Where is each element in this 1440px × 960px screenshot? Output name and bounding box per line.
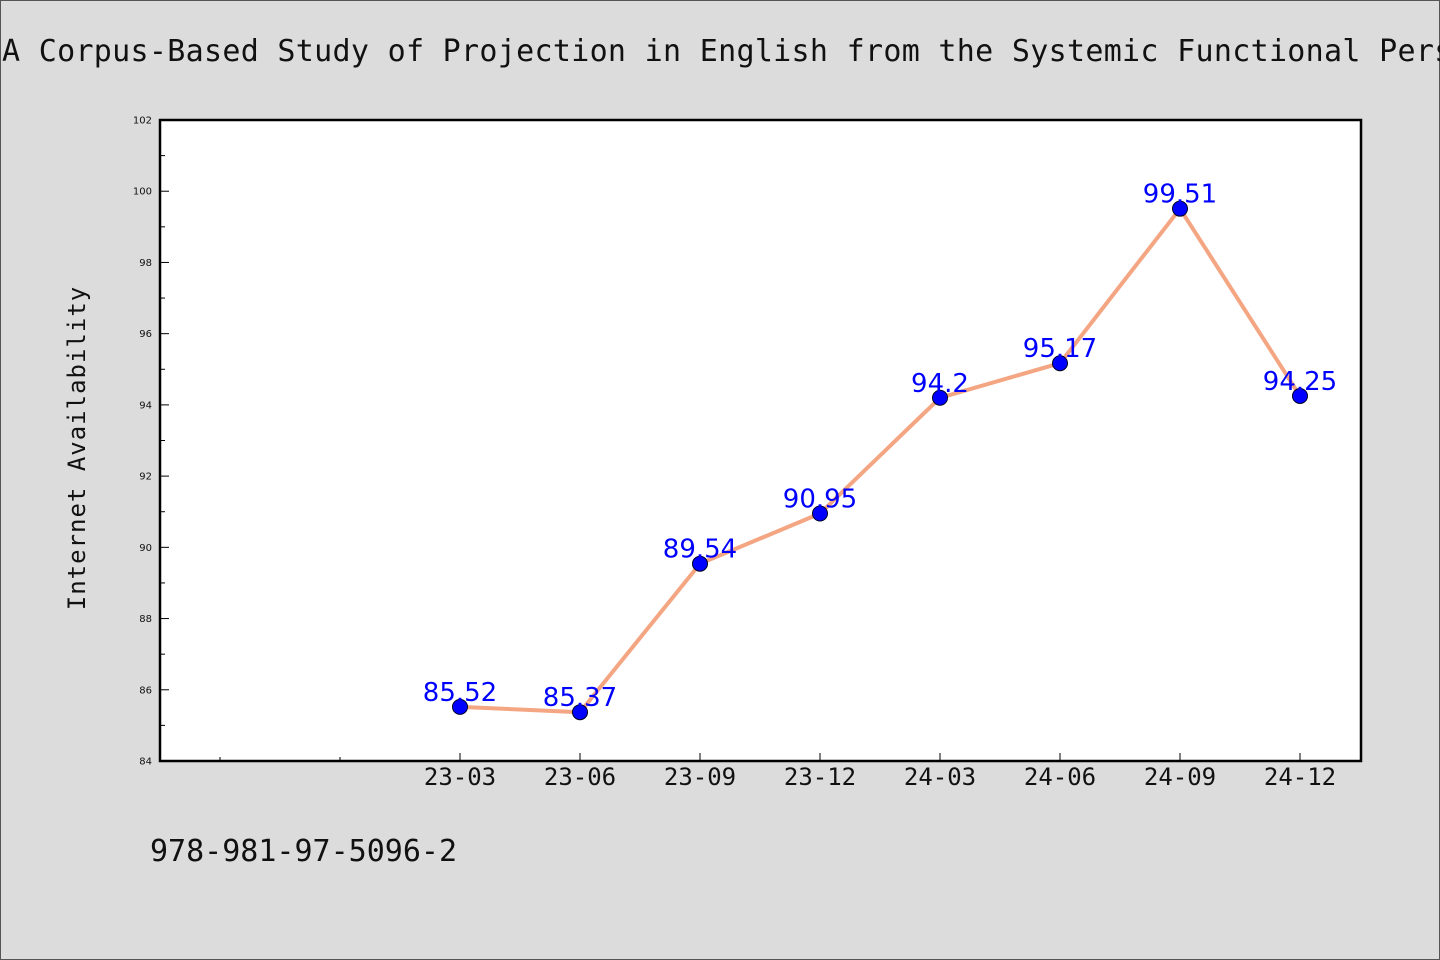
y-tick-label: 100 <box>133 187 152 198</box>
data-label: 94.2 <box>911 369 969 399</box>
data-label: 94.25 <box>1263 367 1337 397</box>
series-line <box>459 206 1302 715</box>
data-label: 99.51 <box>1143 180 1217 210</box>
y-tick-label: 92 <box>139 472 152 483</box>
y-tick-label: 94 <box>139 400 152 411</box>
y-tick-label: 96 <box>139 329 152 340</box>
y-axis: 84 86 88 90 92 94 96 98 100 102 <box>133 116 169 768</box>
data-point <box>452 698 468 715</box>
y-axis-label: Internet Availability <box>63 286 91 610</box>
isbn-text: 978-981-97-5096-2 <box>150 834 458 869</box>
data-label: 89.54 <box>663 535 737 565</box>
x-tick-label: 23-12 <box>784 763 856 791</box>
data-point <box>1052 355 1068 372</box>
data-point <box>812 505 828 522</box>
data-point <box>932 389 948 406</box>
x-tick-label: 24-03 <box>904 763 976 791</box>
data-label: 85.37 <box>543 683 617 713</box>
y-tick-label: 88 <box>139 614 152 625</box>
y-tick-label: 102 <box>133 116 152 127</box>
y-tick-label: 84 <box>139 757 152 768</box>
data-point <box>1172 200 1188 217</box>
data-label: 85.52 <box>423 678 497 708</box>
data-label: 95.17 <box>1023 334 1097 364</box>
x-tick-label: 24-06 <box>1024 763 1096 791</box>
chart-title: A Corpus-Based Study of Projection in En… <box>2 34 1440 69</box>
x-tick-label: 24-09 <box>1144 763 1216 791</box>
data-point <box>1292 387 1308 404</box>
series-internet-availability: 85.52 85.37 89.54 90.95 94.2 95.17 99.51 94.25 <box>423 180 1337 721</box>
y-tick-label: 86 <box>139 685 152 696</box>
data-label: 90.95 <box>783 485 857 515</box>
y-tick-label: 90 <box>139 543 152 554</box>
plot-area <box>158 118 1363 763</box>
data-point <box>572 704 588 721</box>
x-axis: 23-03 23-06 23-09 23-12 24-03 24-06 24-09 24-12 <box>219 753 1336 791</box>
x-tick-label: 23-06 <box>544 763 616 791</box>
x-tick-label: 23-03 <box>424 763 496 791</box>
data-point <box>692 555 708 572</box>
x-tick-label: 23-09 <box>664 763 736 791</box>
y-tick-label: 98 <box>139 258 152 269</box>
x-tick-label: 24-12 <box>1264 763 1336 791</box>
